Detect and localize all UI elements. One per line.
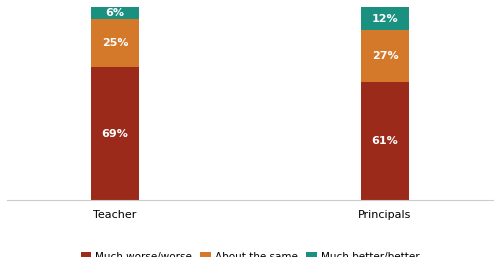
Bar [90, 67, 140, 200]
Bar [90, 7, 140, 19]
Bar [360, 7, 410, 30]
Bar [90, 19, 140, 67]
Text: 27%: 27% [372, 51, 398, 61]
Bar [360, 82, 410, 200]
Bar [360, 30, 410, 82]
Text: 25%: 25% [102, 38, 128, 48]
Legend: Much worse/worse, About the same, Much better/better: Much worse/worse, About the same, Much b… [76, 248, 424, 257]
Text: 6%: 6% [106, 8, 124, 18]
Text: 61%: 61% [372, 136, 398, 146]
Text: 69%: 69% [102, 129, 128, 139]
Text: 12%: 12% [372, 14, 398, 24]
